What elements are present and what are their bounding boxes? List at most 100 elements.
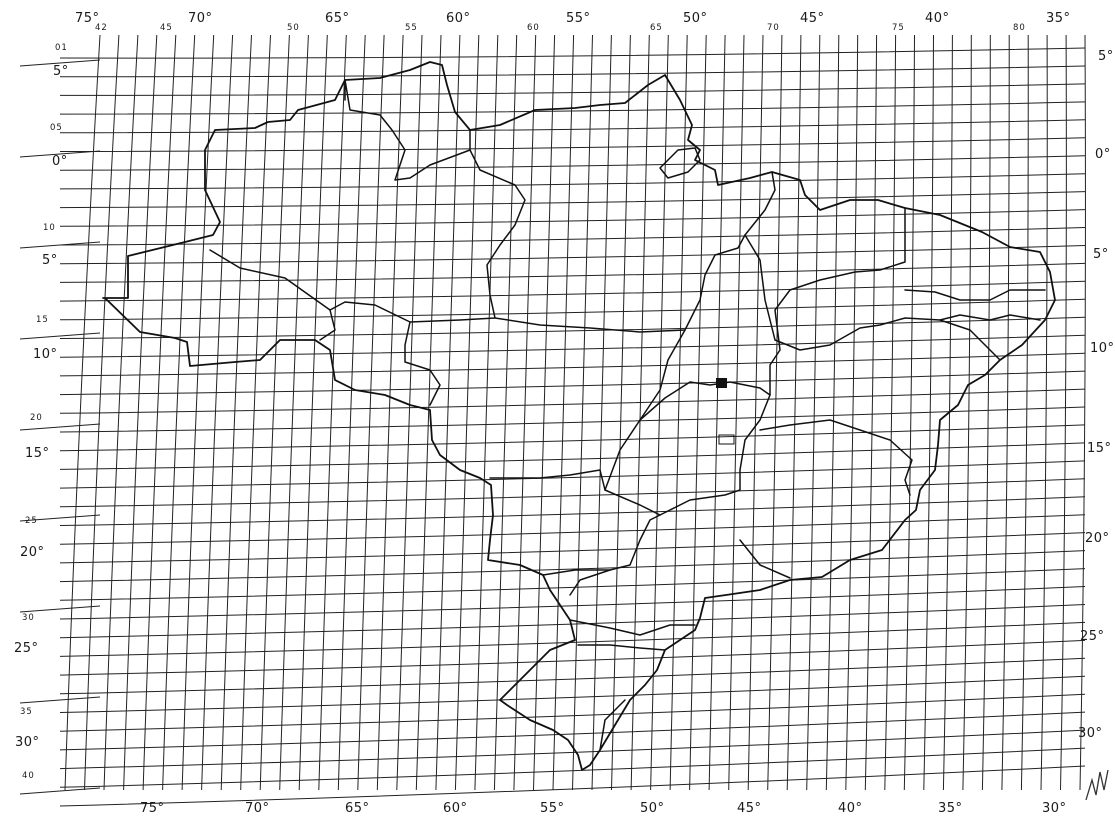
bottom-longitude-label: 45° <box>737 801 762 816</box>
parallel-line <box>59 47 1086 59</box>
meridian-line <box>1079 34 1086 791</box>
left-zone-number: 05 <box>50 123 63 133</box>
left-latitude-label: 5° <box>42 253 58 268</box>
bottom-longitude-label: 35° <box>938 801 963 816</box>
meridian-line <box>396 34 423 791</box>
left-zone-number: 35 <box>20 707 33 717</box>
top-longitude-label: 40° <box>925 11 950 26</box>
top-longitude-label: 45° <box>800 11 825 26</box>
bottom-longitude-label: 40° <box>838 801 863 816</box>
right-latitude-label: 25° <box>1080 629 1105 644</box>
parallel-line <box>59 550 1086 583</box>
meridian-line <box>493 34 518 791</box>
state-boundary <box>744 234 1001 361</box>
meridian-line <box>689 34 707 791</box>
meridian-line <box>201 34 234 791</box>
bottom-longitude-labels: 75° 70° 65° 60° 55° 50° 45° 40° 35° 30° <box>140 801 1066 816</box>
right-latitude-labels: 5° 0° 5° 10° 15° 20° 25° 30° <box>1078 49 1115 741</box>
latitude-leader-line <box>19 241 101 249</box>
parallel-line <box>59 693 1086 732</box>
top-zone-number: 65 <box>650 23 663 33</box>
left-latitude-label: 10° <box>33 347 58 362</box>
parallel-line <box>59 137 1086 152</box>
meridian-line <box>572 34 593 791</box>
state-boundary <box>319 309 441 406</box>
parallel-line <box>59 245 1086 265</box>
meridian-line <box>630 34 650 791</box>
right-latitude-label: 10° <box>1090 341 1115 356</box>
bottom-longitude-label: 55° <box>540 801 565 816</box>
state-boundary <box>344 79 471 181</box>
federal-district-mark <box>716 378 727 388</box>
meridian-line <box>318 34 347 791</box>
meridian-line <box>611 34 631 791</box>
meridian-line <box>806 34 821 791</box>
meridian-line <box>454 34 480 791</box>
left-zone-number: 15 <box>36 315 49 325</box>
bottom-longitude-label: 65° <box>345 801 370 816</box>
state-boundary <box>604 329 686 516</box>
marajo-island <box>659 147 701 179</box>
top-longitude-label: 35° <box>1046 11 1071 26</box>
meridian-line <box>337 34 366 791</box>
left-latitude-label: 0° <box>52 154 68 169</box>
parallel-line <box>59 657 1086 695</box>
meridian-line <box>767 34 783 791</box>
parallel-line <box>59 155 1086 171</box>
parallel-line <box>59 442 1086 470</box>
left-zone-number: 40 <box>22 771 35 781</box>
parallel-line <box>59 568 1086 601</box>
meridian-line <box>162 34 196 791</box>
bottom-longitude-label: 60° <box>443 801 468 816</box>
top-longitude-label: 75° <box>75 11 100 26</box>
parallel-line <box>59 370 1086 396</box>
parallel-line <box>59 280 1086 302</box>
meridian-line <box>240 34 271 791</box>
right-latitude-label: 15° <box>1087 441 1112 456</box>
bottom-longitude-label: 70° <box>245 801 270 816</box>
state-boundary <box>489 469 696 636</box>
top-zone-number: 50 <box>287 23 300 33</box>
right-latitude-label: 5° <box>1093 247 1109 262</box>
latitude-leader-line <box>19 787 101 795</box>
top-zone-numbers: 42 45 50 55 60 65 70 75 80 <box>95 23 1026 33</box>
left-latitude-labels: 5° 0° 5° 10° 15° 20° 25° 30° <box>14 64 68 750</box>
left-latitude-label: 20° <box>20 545 45 560</box>
top-longitude-labels: 75° 70° 65° 60° 55° 50° 45° 40° 35° <box>75 11 1071 26</box>
meridian-line <box>708 34 726 791</box>
top-longitude-label: 55° <box>566 11 591 26</box>
parallel-line <box>59 298 1086 321</box>
top-zone-number: 55 <box>405 23 418 33</box>
meridian-line <box>552 34 575 791</box>
top-zone-number: 75 <box>892 23 905 33</box>
parallel-line <box>59 496 1086 526</box>
parallel-line <box>59 191 1086 209</box>
map-marker-box <box>718 434 735 445</box>
meridian-line <box>298 34 328 791</box>
latitude-leader-line <box>19 332 101 340</box>
meridian-line <box>728 34 745 791</box>
meridian-line <box>357 34 385 791</box>
left-latitude-label: 15° <box>25 446 50 461</box>
parallel-line <box>59 514 1086 545</box>
left-zone-number: 20 <box>30 413 43 423</box>
meridian-line <box>220 34 252 791</box>
state-boundary <box>639 207 906 421</box>
parallel-line <box>59 262 1086 283</box>
meridian-line <box>64 34 101 791</box>
top-longitude-label: 70° <box>188 11 213 26</box>
meridian-line <box>786 34 802 791</box>
parallel-line <box>59 765 1086 807</box>
meridian-line <box>747 34 764 791</box>
latitude-leader-line <box>19 423 101 431</box>
state-boundary <box>494 171 776 333</box>
meridian-line <box>650 34 669 791</box>
right-latitude-label: 0° <box>1095 147 1111 162</box>
parallel-line <box>59 209 1086 227</box>
right-latitude-label: 5° <box>1098 49 1114 64</box>
signature-mark <box>1085 769 1109 801</box>
parallel-line <box>59 747 1086 788</box>
meridian-line <box>669 34 688 791</box>
top-zone-number: 80 <box>1013 23 1026 33</box>
parallel-line <box>59 334 1086 358</box>
